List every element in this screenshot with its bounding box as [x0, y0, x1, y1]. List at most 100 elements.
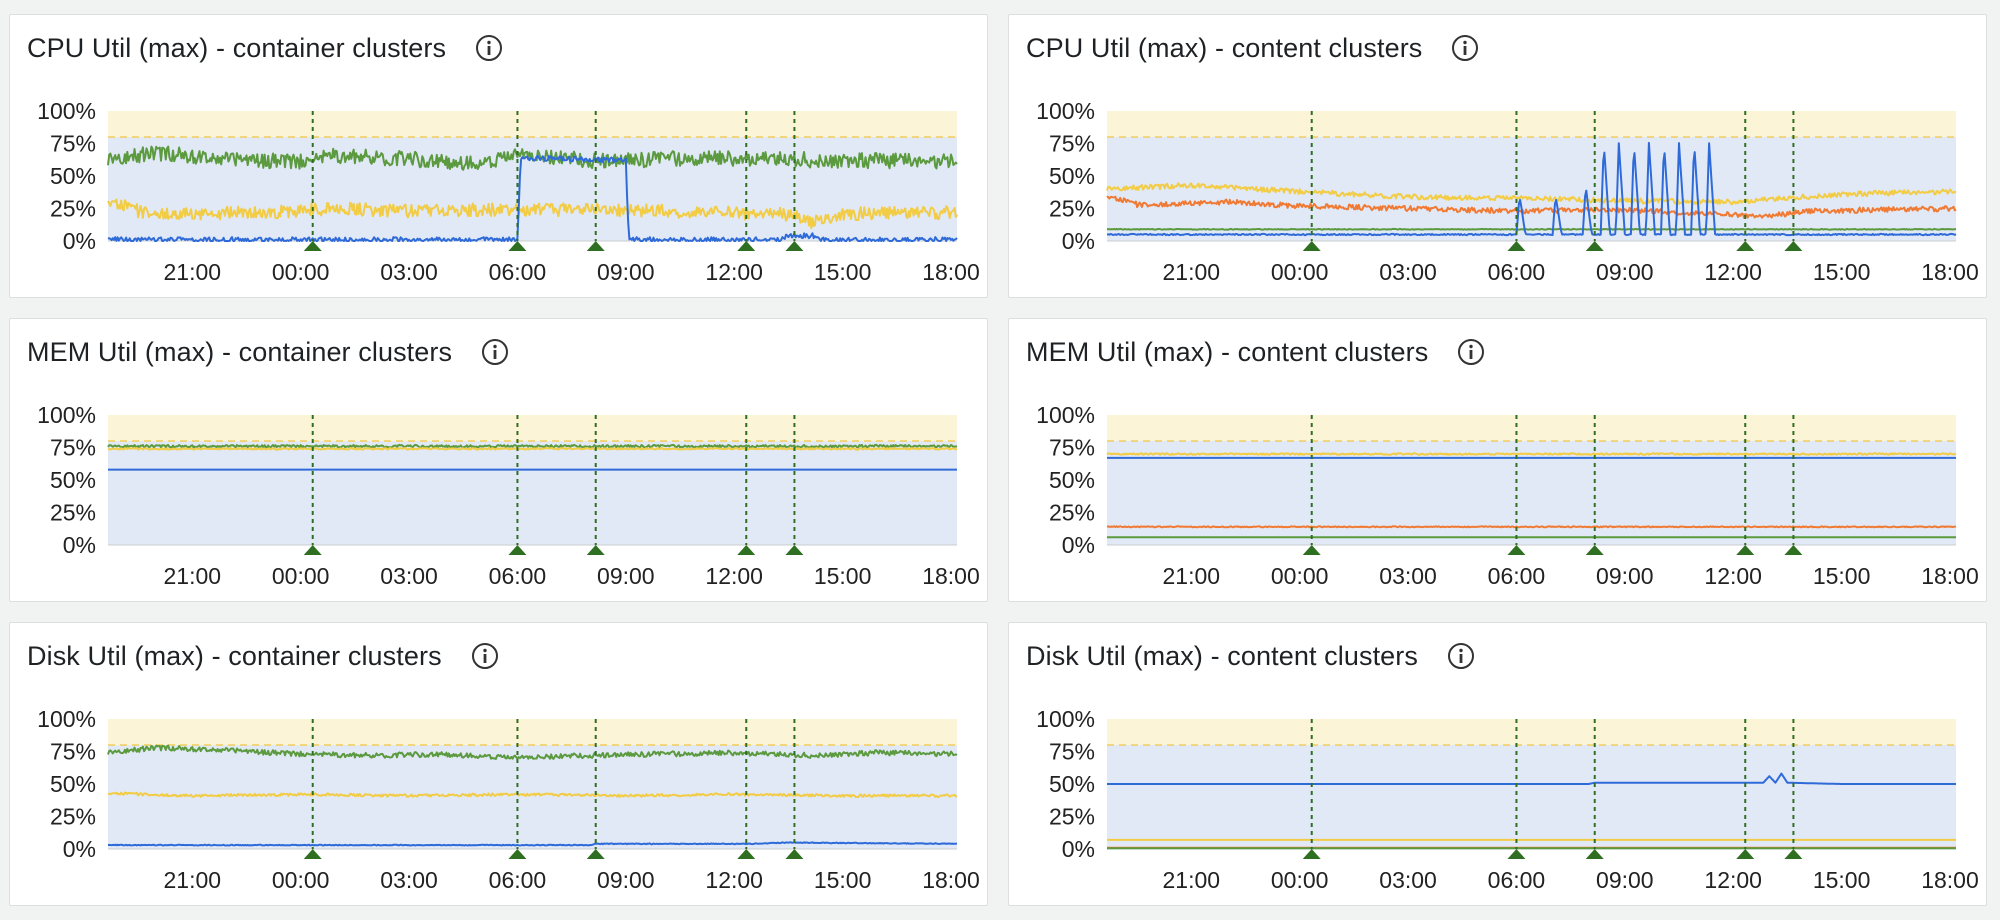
panel-title: MEM Util (max) - container clusters	[27, 336, 453, 367]
annotation-marker-icon	[1302, 241, 1321, 251]
x-tick-label: 15:00	[814, 563, 872, 589]
y-tick-label: 25%	[1049, 804, 1095, 830]
series-line-yellow	[107, 198, 958, 230]
y-tick-label: 0%	[63, 836, 96, 862]
x-tick-label: 03:00	[1379, 867, 1437, 893]
x-tick-label: 18:00	[922, 563, 980, 589]
series-line-yellow	[1106, 182, 1957, 206]
x-tick-label: 03:00	[380, 259, 438, 285]
series-line-green	[107, 145, 958, 171]
y-tick-label: 100%	[1036, 98, 1095, 124]
annotation-marker-icon	[1736, 849, 1755, 859]
y-tick-label: 25%	[50, 196, 96, 222]
y-tick-label: 100%	[37, 98, 96, 124]
x-tick-label: 00:00	[1271, 259, 1329, 285]
info-icon[interactable]	[470, 641, 500, 671]
series-line-yellow	[107, 447, 958, 451]
info-icon[interactable]	[1450, 33, 1480, 63]
x-tick-label: 03:00	[1379, 259, 1437, 285]
panel-header: Disk Util (max) - content clusters	[1026, 636, 1476, 676]
annotation-marker-icon	[1585, 241, 1604, 251]
y-tick-label: 50%	[1049, 467, 1095, 493]
info-icon[interactable]	[474, 33, 504, 63]
info-icon[interactable]	[1456, 337, 1486, 367]
x-tick-label: 09:00	[597, 867, 655, 893]
y-tick-label: 100%	[1036, 402, 1095, 428]
annotation-marker-icon	[785, 849, 804, 859]
normal-band	[1107, 137, 1956, 241]
x-tick-label: 12:00	[1704, 563, 1762, 589]
annotation-marker-icon	[586, 849, 605, 859]
x-tick-label: 18:00	[1921, 867, 1979, 893]
annotation-marker-icon	[303, 545, 322, 555]
y-tick-label: 75%	[50, 739, 96, 765]
x-tick-label: 09:00	[1596, 563, 1654, 589]
annotation-marker-icon	[737, 849, 756, 859]
panel-header: MEM Util (max) - container clusters	[27, 332, 510, 372]
info-icon[interactable]	[480, 337, 510, 367]
annotation-marker-icon	[1784, 849, 1803, 859]
annotation-marker-icon	[508, 545, 527, 555]
annotation-marker-icon	[1302, 849, 1321, 859]
x-tick-label: 06:00	[1488, 867, 1546, 893]
annotation-marker-icon	[1585, 545, 1604, 555]
annotation-marker-icon	[737, 241, 756, 251]
y-tick-label: 75%	[50, 435, 96, 461]
panel-disk-content: Disk Util (max) - content clusters 100% 7…	[1008, 622, 1987, 906]
series-line-orange	[1106, 195, 1957, 219]
panel-title: Disk Util (max) - content clusters	[1026, 640, 1418, 671]
annotation-marker-icon	[586, 241, 605, 251]
annotation-marker-icon	[508, 849, 527, 859]
x-tick-label: 21:00	[1163, 563, 1221, 589]
chart-svg: 100% 75% 50% 25% 0% 21:00 00:00 03:00 06:00 09:00…	[37, 706, 980, 893]
y-tick-label: 75%	[1049, 739, 1095, 765]
x-tick-label: 09:00	[1596, 867, 1654, 893]
series-line-blue	[107, 841, 958, 847]
x-tick-label: 00:00	[1271, 563, 1329, 589]
normal-band	[1107, 745, 1956, 849]
panel-disk-container: Disk Util (max) - container clusters 100…	[9, 622, 988, 906]
y-tick-label: 25%	[1049, 196, 1095, 222]
panel-header: CPU Util (max) - content clusters	[1026, 28, 1480, 68]
panel-mem-content: MEM Util (max) - content clusters 100% 75…	[1008, 318, 1987, 602]
warning-band	[108, 719, 957, 745]
series-line-orange	[1106, 525, 1957, 529]
y-tick-label: 0%	[63, 228, 96, 254]
warning-band	[1107, 415, 1956, 441]
y-tick-label: 100%	[37, 706, 96, 732]
chart-svg: 100% 75% 50% 25% 0% 21:00 00:00 03:00 06:00 09:00…	[1036, 98, 1979, 285]
annotation-marker-icon	[508, 241, 527, 251]
annotation-marker-icon	[1784, 241, 1803, 251]
y-tick-label: 75%	[1049, 435, 1095, 461]
x-tick-label: 00:00	[1271, 867, 1329, 893]
x-tick-label: 09:00	[597, 563, 655, 589]
x-tick-label: 21:00	[1163, 867, 1221, 893]
series-line-green	[1106, 227, 1957, 231]
x-tick-label: 18:00	[1921, 563, 1979, 589]
series-line-yellow	[1106, 452, 1957, 456]
annotation-marker-icon	[1585, 849, 1604, 859]
y-tick-label: 25%	[50, 500, 96, 526]
x-tick-label: 09:00	[1596, 259, 1654, 285]
x-tick-label: 12:00	[1704, 867, 1762, 893]
y-tick-label: 100%	[1036, 706, 1095, 732]
y-tick-label: 0%	[1062, 532, 1095, 558]
info-icon[interactable]	[1446, 641, 1476, 671]
x-tick-label: 15:00	[1813, 259, 1871, 285]
annotation-marker-icon	[1736, 545, 1755, 555]
y-tick-label: 0%	[1062, 836, 1095, 862]
annotation-marker-icon	[303, 849, 322, 859]
y-tick-label: 75%	[50, 131, 96, 157]
series-line-blue	[1106, 141, 1957, 237]
x-tick-label: 00:00	[272, 563, 330, 589]
panel-mem-container: MEM Util (max) - container clusters 100%…	[9, 318, 988, 602]
y-tick-label: 50%	[50, 163, 96, 189]
panel-title: CPU Util (max) - content clusters	[1026, 32, 1423, 63]
series-line-green	[107, 443, 958, 449]
annotation-marker-icon	[1507, 241, 1526, 251]
x-tick-label: 09:00	[597, 259, 655, 285]
x-tick-label: 03:00	[380, 867, 438, 893]
chart-svg: 100% 75% 50% 25% 0% 21:00 00:00 03:00 06:00 09:00…	[1036, 706, 1979, 893]
series-line-green	[107, 744, 958, 761]
